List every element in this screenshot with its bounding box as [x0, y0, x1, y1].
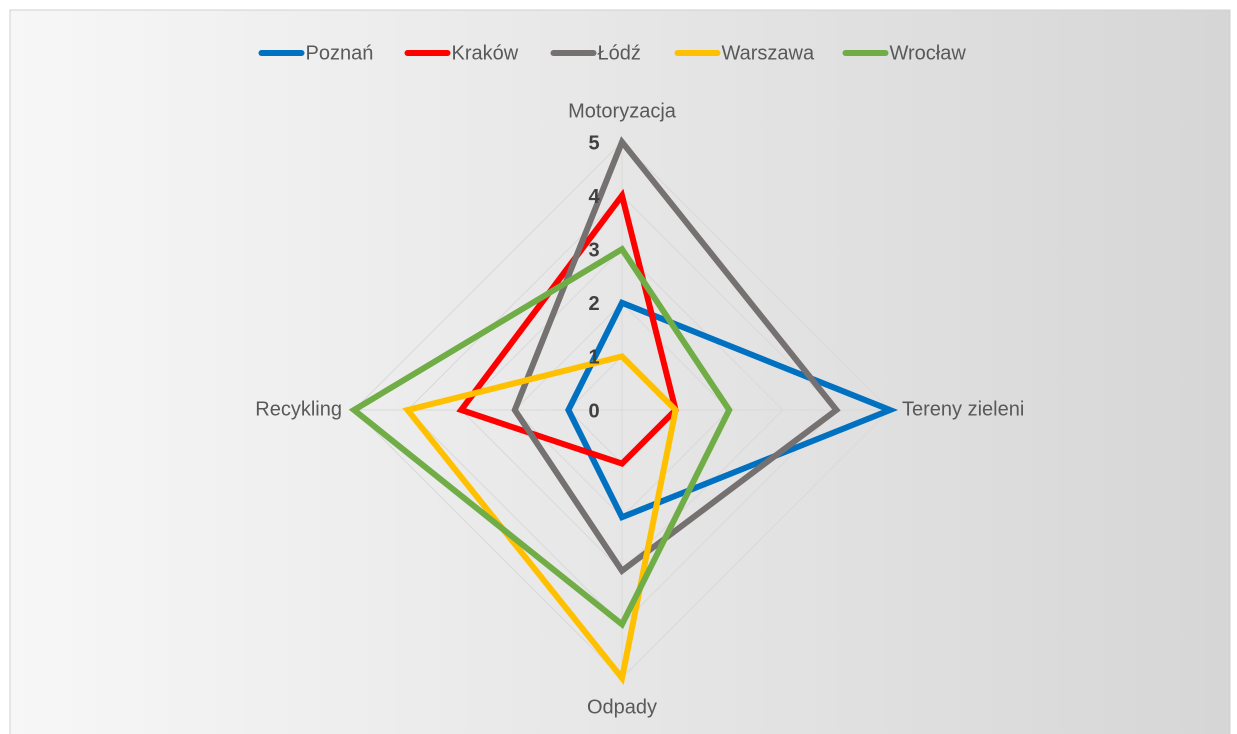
legend-label: Warszawa [722, 42, 815, 64]
legend-label: Kraków [452, 42, 519, 64]
legend-label: Poznań [306, 42, 374, 64]
series-line [402, 353, 679, 685]
y-tick-label: 3 [588, 239, 599, 261]
series-line [456, 188, 679, 468]
plot-background [9, 9, 1231, 734]
category-label: Tereny zieleni [902, 398, 1024, 420]
y-tick-label: 2 [588, 293, 599, 315]
category-label: Motoryzacja [568, 100, 677, 122]
legend-label: Wrocław [890, 42, 967, 64]
legend-label: Łódź [598, 42, 641, 64]
y-tick-label: 5 [588, 132, 599, 154]
y-tick-label: 4 [588, 186, 600, 208]
series-line [565, 298, 899, 522]
y-tick-label: 0 [588, 400, 599, 422]
category-label: Recykling [255, 398, 342, 420]
y-tick-label: 1 [588, 347, 599, 369]
series-line [511, 136, 841, 576]
series-line [348, 245, 733, 630]
category-label: Odpady [587, 696, 657, 718]
